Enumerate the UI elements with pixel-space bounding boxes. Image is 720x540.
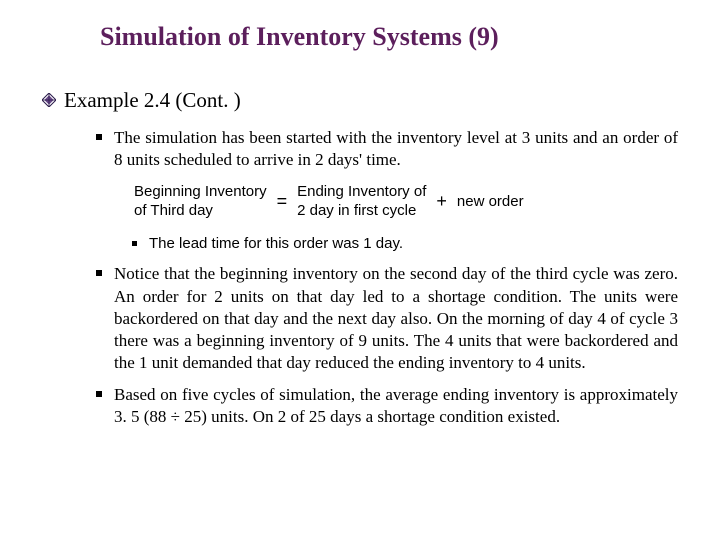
bullet-1-sub-text: The lead time for this order was 1 day. — [149, 235, 403, 254]
bullet-3-row: Based on five cycles of simulation, the … — [96, 384, 678, 428]
bullet-1-row: The simulation has been started with the… — [96, 127, 678, 171]
equals-sign: = — [277, 191, 288, 212]
eq-mid-line2: 2 day in first cycle — [297, 202, 426, 221]
example-heading-row: Example 2.4 (Cont. ) — [42, 88, 678, 113]
square-bullet-icon — [132, 241, 137, 246]
diamond-bullet-icon — [42, 93, 56, 107]
bullet-1-sub-row: The lead time for this order was 1 day. — [132, 235, 678, 254]
eq-left-line1: Beginning Inventory — [134, 183, 267, 202]
square-bullet-icon — [96, 270, 102, 276]
equation-right: new order — [457, 193, 524, 212]
slide-title: Simulation of Inventory Systems (9) — [100, 22, 678, 52]
equation-row: Beginning Inventory of Third day = Endin… — [134, 183, 678, 221]
equation-mid: Ending Inventory of 2 day in first cycle — [297, 183, 426, 221]
square-bullet-icon — [96, 391, 102, 397]
square-bullet-icon — [96, 134, 102, 140]
bullet-2-text: Notice that the beginning inventory on t… — [114, 263, 678, 373]
equation-left: Beginning Inventory of Third day — [134, 183, 267, 221]
bullet-3-text: Based on five cycles of simulation, the … — [114, 384, 678, 428]
bullet-1-text: The simulation has been started with the… — [114, 127, 678, 171]
example-heading: Example 2.4 (Cont. ) — [64, 88, 241, 113]
plus-sign: + — [436, 191, 447, 212]
eq-mid-line1: Ending Inventory of — [297, 183, 426, 202]
eq-left-line2: of Third day — [134, 202, 267, 221]
bullet-2-row: Notice that the beginning inventory on t… — [96, 263, 678, 373]
